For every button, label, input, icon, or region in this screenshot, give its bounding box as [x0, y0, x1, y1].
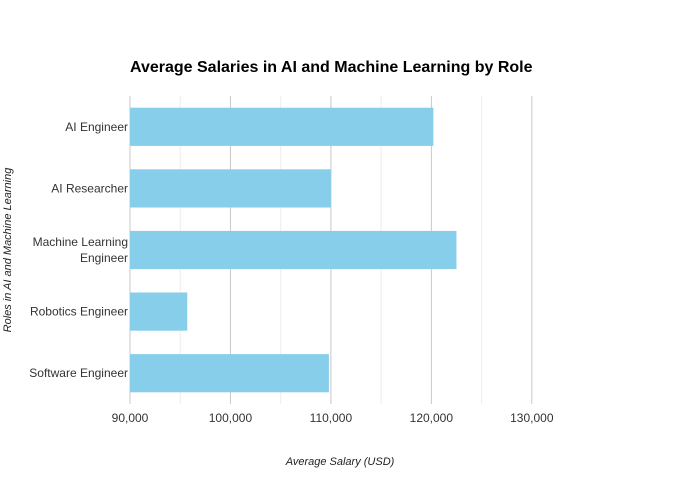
x-axis-ticks: 90,000 100,000 110,000 120,000 130,000 — [112, 411, 554, 425]
x-axis-title: Average Salary (USD) — [285, 456, 395, 468]
y-tick-label: AI Researcher — [51, 181, 128, 195]
y-tick-label: Robotics Engineer — [30, 305, 128, 319]
y-tick-label: Machine Learning Engineer — [33, 235, 128, 265]
x-tick-label: 130,000 — [510, 411, 554, 425]
x-tick-label: 100,000 — [209, 411, 253, 425]
bar-software-engineer — [130, 354, 329, 393]
y-tick-label: Software Engineer — [29, 366, 128, 380]
x-tick-label: 110,000 — [310, 411, 353, 425]
y-tick-label: AI Engineer — [65, 120, 128, 134]
bars — [130, 107, 457, 393]
bar-machine-learning-engineer — [130, 230, 457, 270]
y-axis-title: Roles in AI and Machine Learning — [2, 167, 14, 333]
bar-ai-researcher — [130, 169, 331, 208]
bar-ai-engineer — [130, 107, 434, 146]
x-tick-label: 90,000 — [112, 411, 149, 425]
chart-title: Average Salaries in AI and Machine Learn… — [130, 59, 533, 76]
x-tick-label: 120,000 — [410, 411, 454, 425]
bar-robotics-engineer — [130, 292, 188, 331]
y-axis-ticks: AI Engineer AI Researcher Machine Learning… — [29, 120, 128, 380]
